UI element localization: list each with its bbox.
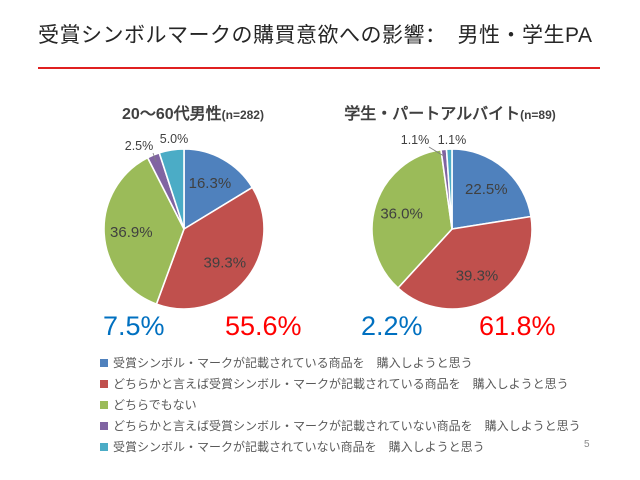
summary-student-negative: 2.2%: [361, 311, 423, 341]
legend-swatch-icon: [100, 358, 108, 367]
pie-slice: [103, 156, 185, 305]
label-leader-line: [152, 152, 157, 162]
legend-item: どちらかと言えば受賞シンボル・マークが記載されていない商品を 購入しようと思う: [100, 415, 581, 436]
pie-label: 39.3%: [456, 268, 499, 285]
legend-item: 受賞シンボル・マークが記載されている商品を 購入しようと思う: [100, 352, 581, 373]
pie-slice: [158, 148, 185, 230]
legend-swatch-icon: [100, 421, 108, 430]
pie-slice: [445, 148, 453, 230]
pie-slice: [397, 215, 533, 310]
legend-swatch-icon: [100, 442, 108, 451]
summary-male-negative: 7.5%: [103, 311, 165, 341]
pie-label: 1.1%: [438, 133, 467, 147]
page-number: 5: [584, 439, 590, 450]
pie-chart-student: 22.5% 39.3% 36.0% 1.1% 1.1%: [371, 133, 533, 310]
chart-title-male: 20～60代男性(n=282): [83, 100, 303, 124]
legend-item: 受賞シンボル・マークが記載されていない商品を 購入しようと思う: [100, 436, 581, 457]
title-underline: [38, 67, 600, 69]
chart-title-student-main: 学生・パートアルバイト: [344, 106, 521, 123]
legend-item-label: どちらかと言えば受賞シンボル・マークが記載されている商品を 購入しようと思う: [113, 377, 569, 391]
chart-title-male-main: 20～60代男性: [122, 106, 222, 123]
legend: 受賞シンボル・マークが記載されている商品を 購入しようと思うどちらかと言えば受賞…: [100, 352, 581, 457]
pie-label: 2.5%: [125, 139, 154, 153]
chart-title-male-n: (n=282): [221, 108, 264, 122]
legend-item-label: 受賞シンボル・マークが記載されていない商品を 購入しようと思う: [113, 440, 485, 454]
legend-item: どちらでもない: [100, 394, 581, 415]
chart-title-student-n: (n=89): [520, 108, 556, 122]
pie-label: 36.0%: [380, 205, 423, 222]
pie-slice: [451, 148, 532, 230]
pie-label: 22.5%: [465, 181, 508, 198]
pie-label: 39.3%: [204, 255, 247, 272]
pie-label: 16.3%: [189, 175, 232, 192]
legend-item-label: どちらかと言えば受賞シンボル・マークが記載されていない商品を 購入しようと思う: [113, 419, 581, 433]
pie-chart-male: 16.3% 39.3% 36.9% 2.5% 5.0%: [103, 132, 265, 310]
pie-label: 5.0%: [160, 132, 189, 146]
pie-label: 1.1%: [401, 133, 430, 147]
slide-title: 受賞シンボルマークの購買意欲への影響： 男性・学生PA: [38, 24, 593, 47]
chart-title-student: 学生・パートアルバイト(n=89): [340, 100, 560, 124]
pie-label: 36.9%: [110, 224, 153, 241]
legend-swatch-icon: [100, 400, 108, 409]
pie-slice: [183, 148, 254, 230]
summary-male-positive: 55.6%: [225, 311, 302, 341]
legend-item-label: 受賞シンボル・マークが記載されている商品を 購入しようと思う: [113, 356, 473, 370]
pie-slice: [371, 148, 453, 289]
legend-swatch-icon: [100, 379, 108, 388]
summary-student-positive: 61.8%: [479, 311, 556, 341]
label-leader-line: [428, 146, 445, 157]
legend-item: どちらかと言えば受賞シンボル・マークが記載されている商品を 購入しようと思う: [100, 373, 581, 394]
legend-item-label: どちらでもない: [113, 398, 197, 412]
pie-slice: [155, 186, 265, 310]
